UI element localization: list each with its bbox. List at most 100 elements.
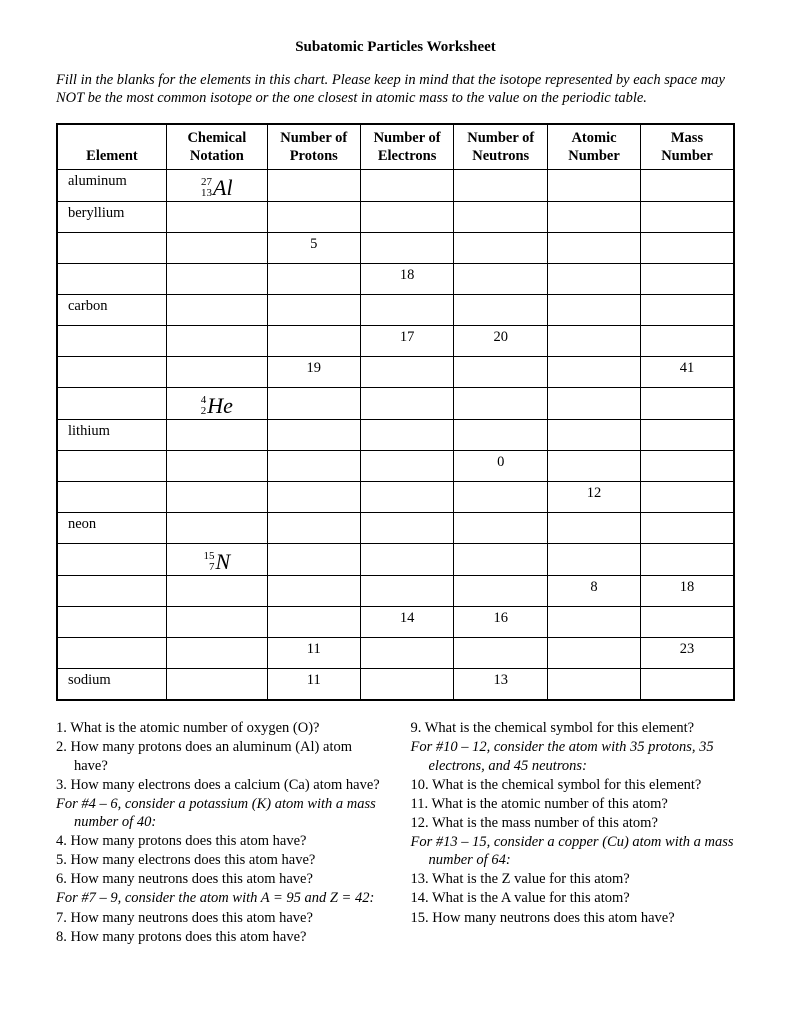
question-item: 12. What is the mass number of this atom… <box>411 814 736 832</box>
table-body: aluminum2713Alberyllium518carbon17201941… <box>57 170 734 701</box>
cell-element: neon <box>57 513 166 544</box>
cell-notation: 157N <box>166 544 267 576</box>
cell-element <box>57 388 166 420</box>
question-item: For #10 – 12, consider the atom with 35 … <box>411 738 736 774</box>
cell-element <box>57 451 166 482</box>
cell-atomic <box>548 326 641 357</box>
cell-element: lithium <box>57 420 166 451</box>
question-item: For #7 – 9, consider the atom with A = 9… <box>56 889 381 907</box>
cell-neutrons <box>454 170 548 202</box>
table-header: ElementChemical NotationNumber of Proton… <box>57 124 734 170</box>
cell-atomic <box>548 607 641 638</box>
cell-notation: 42He <box>166 388 267 420</box>
cell-element <box>57 264 166 295</box>
cell-electrons <box>360 576 454 607</box>
cell-notation <box>166 202 267 233</box>
cell-massnum <box>640 451 734 482</box>
cell-protons <box>267 388 360 420</box>
cell-element <box>57 326 166 357</box>
cell-atomic <box>548 420 641 451</box>
cell-protons <box>267 264 360 295</box>
cell-neutrons <box>454 264 548 295</box>
question-item: 13. What is the Z value for this atom? <box>411 870 736 888</box>
cell-notation <box>166 607 267 638</box>
cell-notation <box>166 451 267 482</box>
table-row: 157N <box>57 544 734 576</box>
cell-protons <box>267 202 360 233</box>
cell-atomic: 8 <box>548 576 641 607</box>
cell-massnum <box>640 233 734 264</box>
question-item: 6. How many neutrons does this atom have… <box>56 870 381 888</box>
table-row: 12 <box>57 482 734 513</box>
cell-massnum <box>640 607 734 638</box>
table-row: aluminum2713Al <box>57 170 734 202</box>
question-item: 3. How many electrons does a calcium (Ca… <box>56 776 381 794</box>
cell-notation <box>166 513 267 544</box>
question-item: For #13 – 15, consider a copper (Cu) ato… <box>411 833 736 869</box>
table-row: sodium1113 <box>57 669 734 701</box>
cell-protons <box>267 607 360 638</box>
worksheet-table: ElementChemical NotationNumber of Proton… <box>56 123 735 701</box>
cell-protons <box>267 482 360 513</box>
questions-left-column: 1. What is the atomic number of oxygen (… <box>56 719 381 947</box>
cell-element <box>57 357 166 388</box>
cell-electrons <box>360 451 454 482</box>
table-row: 0 <box>57 451 734 482</box>
cell-massnum <box>640 420 734 451</box>
instructions: Fill in the blanks for the elements in t… <box>56 71 735 107</box>
question-item: 5. How many electrons does this atom hav… <box>56 851 381 869</box>
table-column-header: Mass Number <box>640 124 734 170</box>
cell-atomic <box>548 202 641 233</box>
questions-right-column: 9. What is the chemical symbol for this … <box>411 719 736 947</box>
cell-electrons: 18 <box>360 264 454 295</box>
cell-electrons <box>360 513 454 544</box>
cell-massnum <box>640 170 734 202</box>
cell-atomic <box>548 264 641 295</box>
cell-element: carbon <box>57 295 166 326</box>
table-column-header: Number of Electrons <box>360 124 454 170</box>
cell-massnum <box>640 513 734 544</box>
cell-element: sodium <box>57 669 166 701</box>
cell-neutrons <box>454 233 548 264</box>
table-row: 18 <box>57 264 734 295</box>
cell-atomic: 12 <box>548 482 641 513</box>
cell-protons <box>267 576 360 607</box>
cell-atomic <box>548 388 641 420</box>
cell-massnum: 18 <box>640 576 734 607</box>
cell-atomic <box>548 451 641 482</box>
cell-notation <box>166 669 267 701</box>
cell-notation <box>166 357 267 388</box>
cell-neutrons <box>454 638 548 669</box>
page-title: Subatomic Particles Worksheet <box>56 38 735 57</box>
cell-protons <box>267 451 360 482</box>
cell-protons <box>267 326 360 357</box>
table-row: carbon <box>57 295 734 326</box>
question-item: 4. How many protons does this atom have? <box>56 832 381 850</box>
cell-element: beryllium <box>57 202 166 233</box>
cell-massnum <box>640 544 734 576</box>
table-column-header: Element <box>57 124 166 170</box>
cell-atomic <box>548 669 641 701</box>
cell-neutrons: 0 <box>454 451 548 482</box>
table-row: 1416 <box>57 607 734 638</box>
cell-notation <box>166 295 267 326</box>
cell-electrons: 14 <box>360 607 454 638</box>
cell-electrons <box>360 669 454 701</box>
cell-notation <box>166 420 267 451</box>
cell-protons <box>267 544 360 576</box>
table-row: 818 <box>57 576 734 607</box>
cell-neutrons <box>454 357 548 388</box>
cell-element: aluminum <box>57 170 166 202</box>
question-item: 9. What is the chemical symbol for this … <box>411 719 736 737</box>
cell-notation <box>166 233 267 264</box>
cell-neutrons <box>454 420 548 451</box>
cell-neutrons <box>454 513 548 544</box>
cell-protons: 19 <box>267 357 360 388</box>
table-row: 1123 <box>57 638 734 669</box>
table-row: 1941 <box>57 357 734 388</box>
cell-neutrons <box>454 576 548 607</box>
cell-notation <box>166 264 267 295</box>
table-row: 1720 <box>57 326 734 357</box>
questions-section: 1. What is the atomic number of oxygen (… <box>56 719 735 947</box>
cell-notation <box>166 638 267 669</box>
